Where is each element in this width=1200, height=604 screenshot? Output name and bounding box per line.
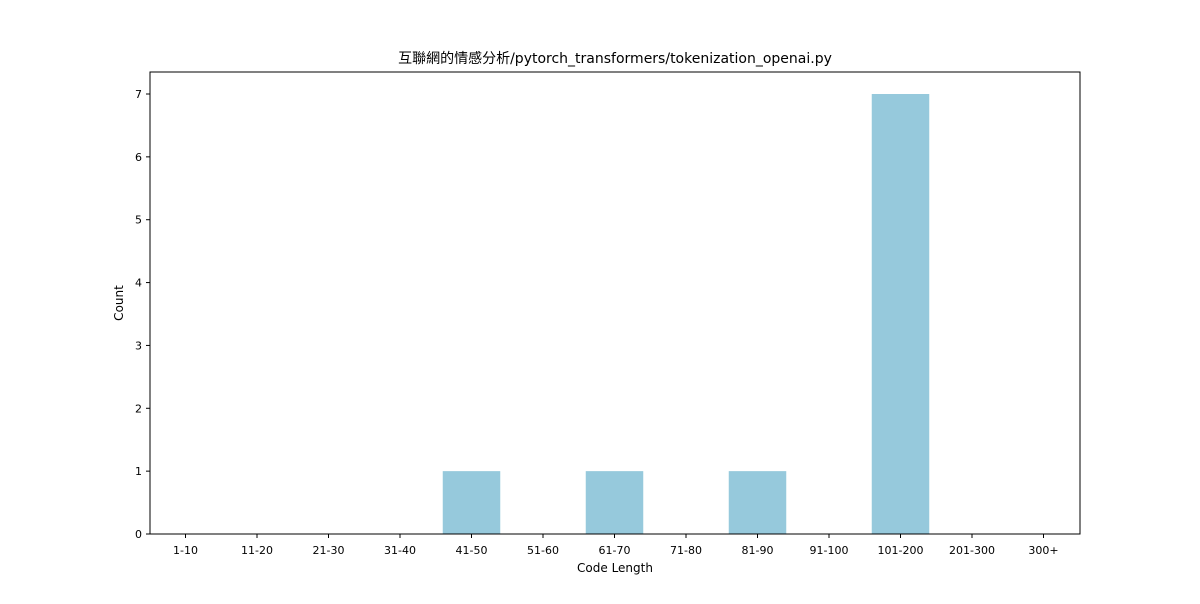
x-tick-label: 11-20 bbox=[241, 544, 273, 557]
y-tick-label: 2 bbox=[135, 402, 142, 415]
x-tick-label: 1-10 bbox=[173, 544, 198, 557]
bar-61-70 bbox=[585, 471, 644, 534]
x-tick-label: 41-50 bbox=[456, 544, 488, 557]
x-tick-label: 300+ bbox=[1028, 544, 1058, 557]
x-tick-label: 201-300 bbox=[949, 544, 995, 557]
y-tick-label: 7 bbox=[135, 88, 142, 101]
y-axis: 0 1 2 3 4 5 6 7 bbox=[135, 88, 150, 541]
x-tick-label: 81-90 bbox=[742, 544, 774, 557]
y-tick-label: 6 bbox=[135, 151, 142, 164]
x-tick-label: 71-80 bbox=[670, 544, 702, 557]
bars-group bbox=[442, 94, 930, 534]
plot-frame bbox=[149, 71, 1081, 535]
bar-101-200 bbox=[871, 94, 930, 534]
x-tick-label: 101-200 bbox=[878, 544, 924, 557]
y-tick-label: 1 bbox=[135, 465, 142, 478]
x-axis: 1-10 11-20 21-30 31-40 41-50 51-60 61-70 71-80 8… bbox=[173, 534, 1059, 557]
bar-81-90 bbox=[728, 471, 787, 534]
bar-41-50 bbox=[442, 471, 501, 534]
x-tick-label: 61-70 bbox=[599, 544, 631, 557]
y-axis-label: Count bbox=[112, 285, 126, 321]
chart-title: 互聯網的情感分析/pytorch_transformers/tokenizati… bbox=[398, 50, 832, 67]
y-tick-label: 0 bbox=[135, 528, 142, 541]
y-tick-label: 4 bbox=[135, 277, 142, 290]
x-tick-label: 91-100 bbox=[810, 544, 849, 557]
x-tick-label: 21-30 bbox=[313, 544, 345, 557]
x-tick-label: 51-60 bbox=[527, 544, 559, 557]
y-tick-label: 5 bbox=[135, 214, 142, 227]
x-tick-label: 31-40 bbox=[384, 544, 416, 557]
y-tick-label: 3 bbox=[135, 339, 142, 352]
x-axis-label: Code Length bbox=[577, 561, 653, 575]
